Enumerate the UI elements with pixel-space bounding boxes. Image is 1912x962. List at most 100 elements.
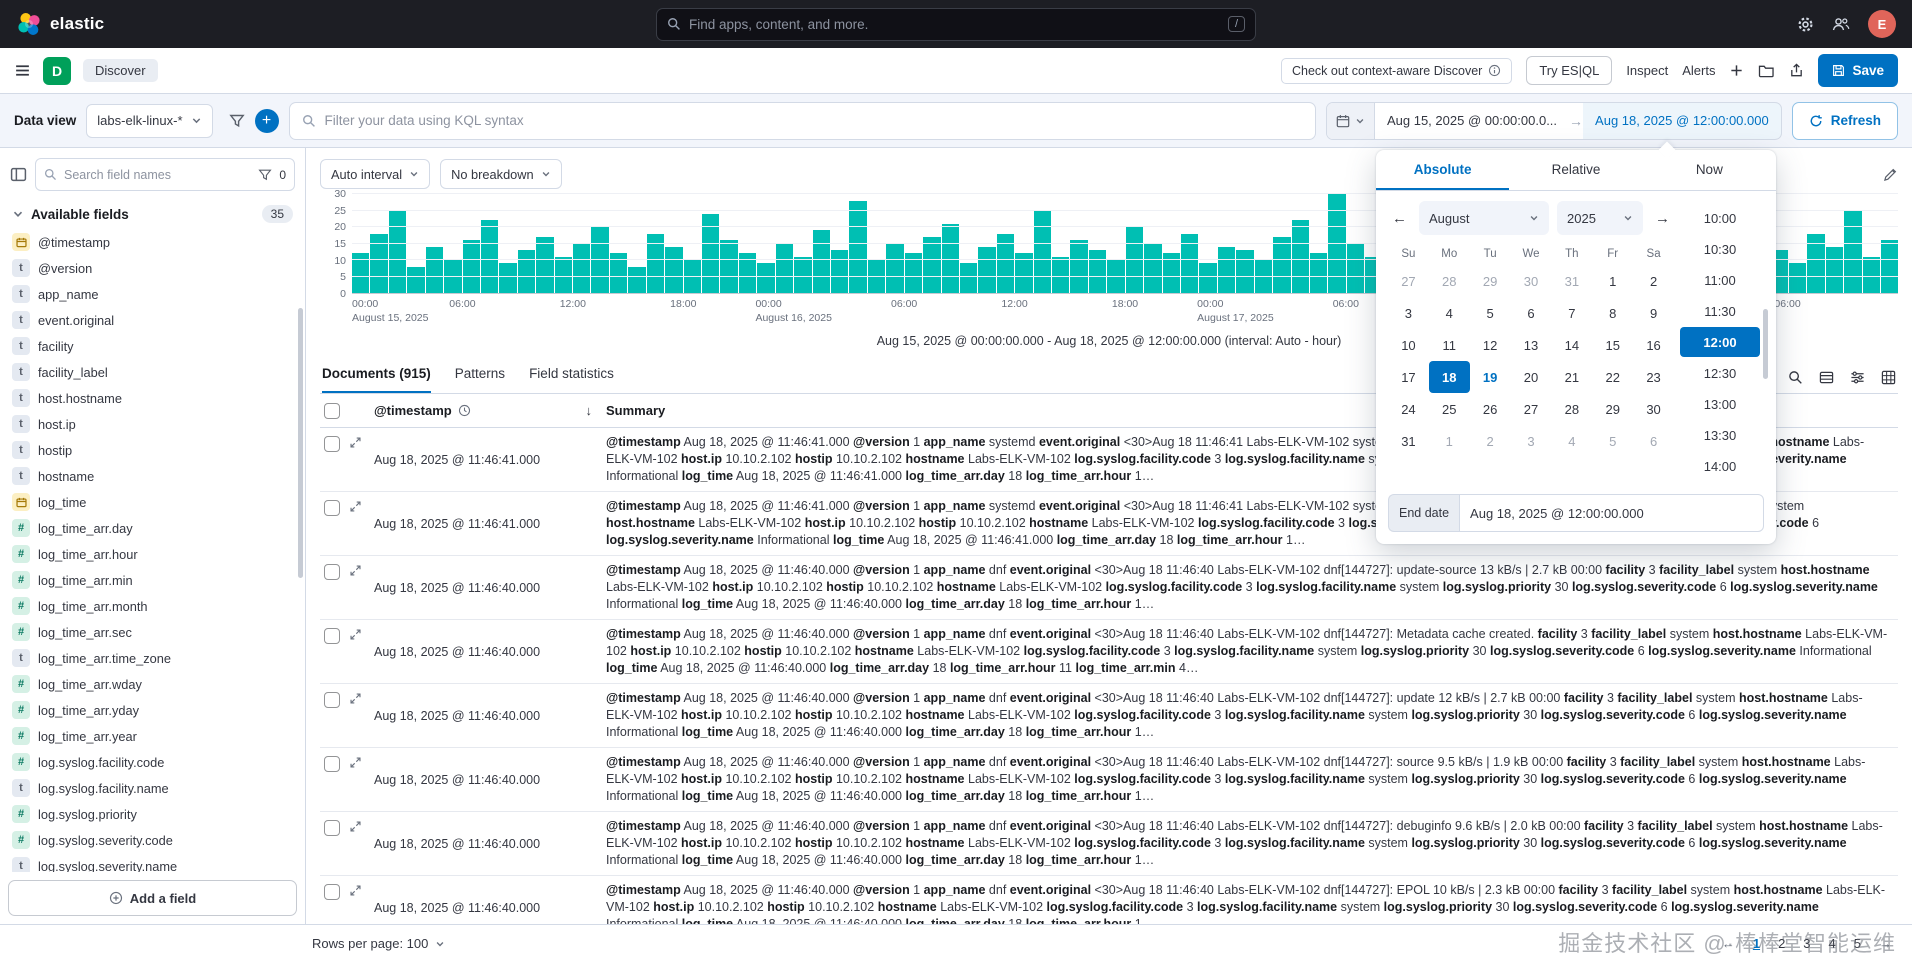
- histogram-bar[interactable]: [536, 236, 554, 293]
- calendar-day[interactable]: 6: [1527, 305, 1535, 321]
- global-search-input[interactable]: [689, 16, 1220, 32]
- rows-per-page-selector[interactable]: Rows per page: 100: [312, 936, 445, 951]
- histogram-bar[interactable]: [1217, 246, 1236, 293]
- histogram-bar[interactable]: [1309, 253, 1328, 293]
- time-option[interactable]: 12:30: [1703, 365, 1737, 381]
- data-view-selector[interactable]: labs-elk-linux-*: [86, 103, 213, 138]
- field-item[interactable]: t hostname: [0, 463, 305, 489]
- breakdown-selector[interactable]: No breakdown: [440, 159, 562, 189]
- sort-desc-icon[interactable]: ↓: [585, 403, 593, 418]
- prev-month-icon[interactable]: ←: [1392, 209, 1407, 227]
- calendar-day[interactable]: 4: [1445, 305, 1453, 321]
- tab-documents-[interactable]: Documents (915): [322, 366, 431, 393]
- date-picker-tab-relative[interactable]: Relative: [1551, 162, 1601, 177]
- field-search-input[interactable]: [64, 167, 252, 182]
- histogram-bar[interactable]: [609, 253, 628, 293]
- new-session-icon[interactable]: [1729, 63, 1744, 78]
- calendar-day[interactable]: 17: [1401, 369, 1416, 385]
- time-option[interactable]: 11:30: [1704, 303, 1736, 319]
- calendar-day[interactable]: 8: [1609, 305, 1617, 321]
- calendar-day[interactable]: 3: [1404, 305, 1413, 321]
- histogram-bar[interactable]: [1180, 233, 1199, 293]
- field-item[interactable]: # log_time_arr.yday: [0, 697, 305, 723]
- space-badge[interactable]: D: [43, 56, 71, 85]
- histogram-bar[interactable]: [1070, 240, 1088, 293]
- calendar-day[interactable]: 2: [1486, 433, 1494, 449]
- page-number[interactable]: 3: [1803, 936, 1811, 951]
- histogram-bar[interactable]: [757, 263, 775, 293]
- calendar-day[interactable]: 5: [1486, 305, 1494, 321]
- histogram-bar[interactable]: [1236, 250, 1254, 293]
- expand-row-icon[interactable]: [349, 436, 362, 449]
- time-option[interactable]: 10:30: [1703, 241, 1737, 257]
- field-item[interactable]: # log_time_arr.min: [0, 567, 305, 593]
- histogram-bar[interactable]: [352, 253, 370, 293]
- calendar-day[interactable]: 10: [1401, 337, 1416, 353]
- calendar-day[interactable]: 4: [1568, 433, 1576, 449]
- page-number[interactable]: 1: [1752, 936, 1761, 951]
- histogram-bar[interactable]: [554, 256, 573, 293]
- quick-select-menu[interactable]: [1326, 102, 1375, 139]
- calendar-day[interactable]: 3: [1527, 433, 1535, 449]
- timestamp-column-header[interactable]: @timestamp: [374, 403, 452, 418]
- select-all-checkbox[interactable]: [324, 402, 340, 419]
- histogram-bar[interactable]: [775, 243, 794, 293]
- global-search[interactable]: /: [656, 7, 1256, 41]
- calendar-day[interactable]: 5: [1609, 433, 1617, 449]
- row-checkbox[interactable]: [324, 884, 340, 900]
- field-item[interactable]: t app_name: [0, 281, 305, 307]
- time-option[interactable]: 11:00: [1704, 272, 1736, 288]
- calendar-day[interactable]: 25: [1442, 401, 1457, 417]
- field-search[interactable]: 0: [35, 158, 295, 191]
- row-checkbox[interactable]: [324, 692, 340, 708]
- calendar-day[interactable]: 24: [1401, 401, 1416, 417]
- row-checkbox[interactable]: [324, 756, 340, 772]
- expand-row-icon[interactable]: [349, 692, 362, 705]
- display-options-icon[interactable]: [1850, 370, 1865, 385]
- pagination-prev-icon[interactable]: ←: [1721, 936, 1735, 951]
- field-item[interactable]: # log_time_arr.year: [0, 723, 305, 749]
- histogram-bar[interactable]: [1825, 246, 1844, 293]
- calendar-day[interactable]: 31: [1564, 273, 1580, 289]
- save-button[interactable]: Save: [1818, 54, 1898, 87]
- calendar-day[interactable]: 30: [1646, 401, 1661, 417]
- open-folder-icon[interactable]: [1758, 64, 1775, 78]
- histogram-bar[interactable]: [720, 240, 738, 293]
- histogram-bar[interactable]: [517, 250, 536, 293]
- calendar-day[interactable]: 26: [1482, 401, 1498, 417]
- field-item[interactable]: t event.original: [0, 307, 305, 333]
- interval-selector[interactable]: Auto interval: [320, 159, 431, 189]
- calendar-day[interactable]: 15: [1605, 337, 1620, 353]
- density-icon[interactable]: [1819, 370, 1834, 385]
- field-item[interactable]: # log.syslog.severity.code: [0, 827, 305, 853]
- time-list-scrollbar[interactable]: [1763, 309, 1768, 379]
- expand-row-icon[interactable]: [349, 884, 362, 897]
- histogram-bar[interactable]: [1807, 233, 1825, 293]
- histogram-bar[interactable]: [996, 233, 1015, 293]
- histogram-bar[interactable]: [978, 246, 996, 293]
- histogram-bar[interactable]: [1273, 236, 1291, 293]
- calendar-day[interactable]: 30: [1523, 273, 1539, 289]
- filter-icon[interactable]: [228, 113, 245, 129]
- field-item[interactable]: t host.hostname: [0, 385, 305, 411]
- calendar-day[interactable]: 1: [1445, 433, 1453, 449]
- page-number[interactable]: 5: [1853, 936, 1861, 951]
- field-item[interactable]: t facility: [0, 333, 305, 359]
- field-item[interactable]: # log_time_arr.sec: [0, 619, 305, 645]
- sidebar-scrollbar[interactable]: [298, 308, 303, 578]
- field-item[interactable]: # log.syslog.priority: [0, 801, 305, 827]
- histogram-bar[interactable]: [1088, 250, 1107, 293]
- calendar-day[interactable]: 13: [1523, 337, 1539, 353]
- histogram-bar[interactable]: [923, 236, 941, 293]
- fullscreen-grid-icon[interactable]: [1881, 370, 1896, 385]
- next-month-icon[interactable]: →: [1655, 209, 1670, 227]
- histogram-bar[interactable]: [904, 253, 923, 293]
- field-item[interactable]: # log_time_arr.day: [0, 515, 305, 541]
- calendar-day[interactable]: 2: [1649, 273, 1658, 289]
- calendar-day[interactable]: 9: [1649, 305, 1658, 321]
- end-date-input[interactable]: [1459, 494, 1764, 532]
- histogram-bar[interactable]: [702, 213, 720, 293]
- histogram-bar[interactable]: [738, 253, 757, 293]
- share-icon[interactable]: [1789, 63, 1804, 78]
- time-option[interactable]: 13:30: [1703, 427, 1737, 443]
